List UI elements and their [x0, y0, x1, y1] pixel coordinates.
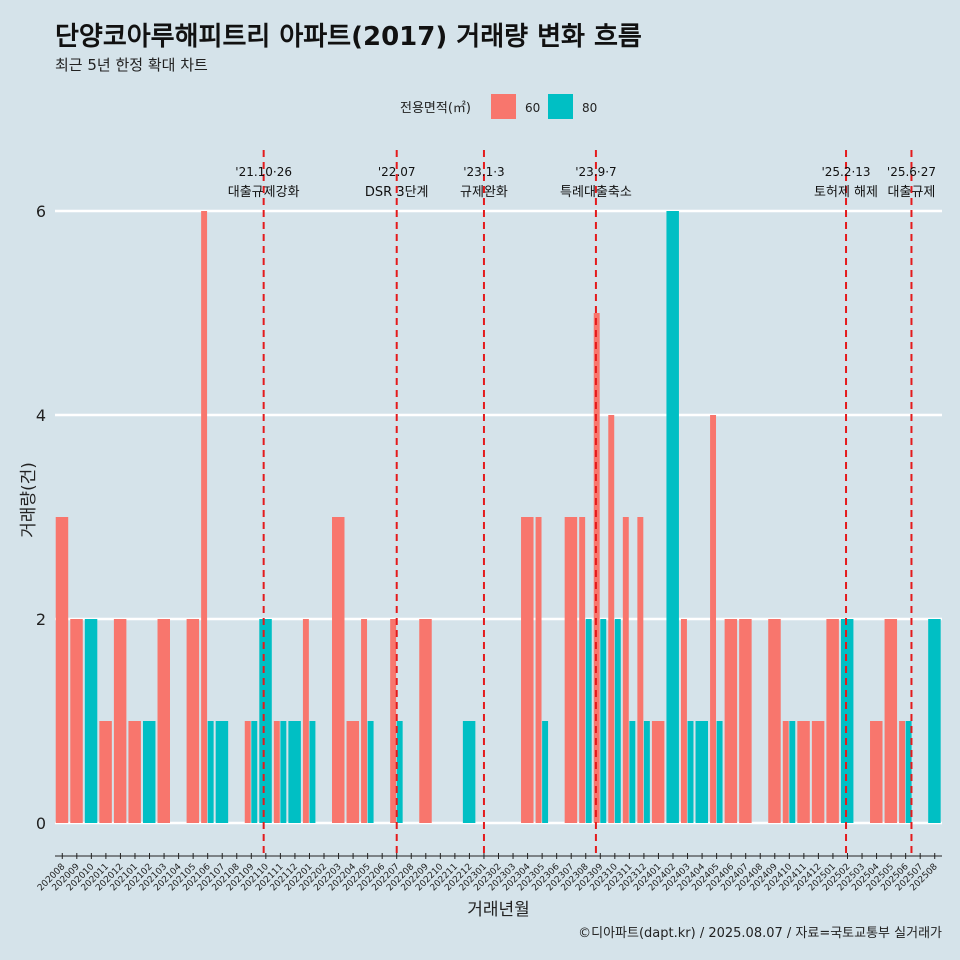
- chart-subtitle: 최근 5년 한정 확대 차트: [55, 56, 208, 74]
- bar-202311-s60: [622, 517, 629, 823]
- bar-202403-s60: [680, 619, 687, 823]
- bar-202106-s60: [201, 211, 208, 823]
- bar-202402-s80: [666, 211, 679, 823]
- bar-202110-s80: [259, 619, 272, 823]
- bar-202506-s60: [899, 721, 906, 823]
- y-tick-label: 4: [36, 406, 46, 425]
- bar-202310-s60: [608, 415, 615, 823]
- y-axis-title: 거래량(건): [19, 462, 39, 538]
- bar-202412-s60: [811, 721, 825, 823]
- legend-swatch-80: [548, 94, 573, 119]
- bar-202305-s80: [542, 721, 549, 823]
- event-date-label: '22.07: [378, 165, 416, 179]
- bar-202405-s80: [716, 721, 723, 823]
- event-name-label: DSR 3단계: [365, 185, 429, 200]
- bar-202109-s60: [244, 721, 251, 823]
- bar-202307-s60: [564, 517, 578, 823]
- bar-202009-s60: [70, 619, 83, 823]
- bar-202309-s60: [593, 313, 600, 823]
- event-date-label: '21.10·26: [235, 165, 292, 179]
- bar-202406-s60: [724, 619, 738, 823]
- bar-202305-s60: [535, 517, 542, 823]
- bar-202409-s60: [768, 619, 781, 823]
- bar-202205-s80: [367, 721, 374, 823]
- bar-202401-s60: [651, 721, 665, 823]
- bar-202205-s60: [361, 619, 368, 823]
- legend-label-80: 80: [582, 101, 597, 115]
- bar-202501-s60: [826, 619, 839, 823]
- chart-title: 단양코아루해피트리 아파트(2017) 거래량 변화 흐름: [55, 22, 642, 52]
- bar-202103-s60: [157, 619, 171, 823]
- event-name-label: 대출규제강화: [228, 185, 300, 200]
- bar-202308-s80: [585, 619, 592, 823]
- bar-202107-s80: [215, 721, 229, 823]
- legend-label-60: 60: [525, 101, 540, 115]
- bar-202310-s80: [614, 619, 621, 823]
- bar-202102-s80: [142, 721, 156, 823]
- bar-202505-s60: [884, 619, 898, 823]
- bar-202201-s80: [309, 721, 316, 823]
- bar-202105-s60: [186, 619, 200, 823]
- bar-202106-s80: [207, 721, 214, 823]
- bar-202312-s80: [643, 721, 650, 823]
- bar-202506-s80: [905, 721, 912, 823]
- bar-202502-s80: [840, 619, 854, 823]
- bar-202112-s80: [288, 721, 301, 823]
- event-name-label: 대출규제: [888, 185, 936, 200]
- event-name-label: 토허제 해제: [814, 185, 878, 200]
- y-tick-label: 6: [36, 202, 46, 221]
- bar-202504-s60: [870, 721, 883, 823]
- bar-202207-s80: [396, 721, 403, 823]
- bar-202209-s60: [419, 619, 432, 823]
- bar-202308-s60: [579, 517, 586, 823]
- x-axis-title: 거래년월: [467, 900, 530, 920]
- bar-202312-s60: [637, 517, 644, 823]
- bar-202203-s60: [332, 517, 345, 823]
- bar-202508-s80: [928, 619, 941, 823]
- legend-swatch-60: [491, 94, 516, 119]
- bar-202010-s80: [84, 619, 98, 823]
- chart-caption: ©디아파트(dapt.kr) / 2025.08.07 / 자료=국토교통부 실…: [578, 926, 942, 941]
- bar-202410-s80: [789, 721, 796, 823]
- bar-202012-s60: [113, 619, 127, 823]
- bar-202411-s60: [797, 721, 810, 823]
- bar-202212-s80: [462, 721, 476, 823]
- bar-202204-s60: [346, 721, 360, 823]
- bar-202309-s80: [600, 619, 607, 823]
- event-name-label: 규제완화: [460, 185, 508, 200]
- bar-202109-s80: [251, 721, 258, 823]
- bar-202304-s60: [521, 517, 534, 823]
- event-date-label: '23.1·3: [463, 165, 504, 179]
- bar-202404-s80: [695, 721, 709, 823]
- bar-202201-s60: [302, 619, 309, 823]
- event-name-label: 특례대출축소: [560, 185, 632, 200]
- bar-202111-s80: [280, 721, 287, 823]
- y-tick-label: 2: [36, 610, 46, 629]
- bar-202407-s60: [739, 619, 752, 823]
- bar-202410-s60: [782, 721, 789, 823]
- event-date-label: '23.9·7: [575, 165, 616, 179]
- event-date-label: '25.2·13: [821, 165, 870, 179]
- bar-202207-s60: [390, 619, 397, 823]
- bar-202311-s80: [629, 721, 636, 823]
- legend-title: 전용면적(㎡): [400, 101, 471, 116]
- bar-202405-s60: [710, 415, 717, 823]
- event-date-label: '25.6·27: [887, 165, 936, 179]
- bar-202403-s80: [687, 721, 694, 823]
- bar-202008-s60: [55, 517, 69, 823]
- bar-202101-s60: [128, 721, 141, 823]
- bar-202111-s60: [273, 721, 280, 823]
- y-tick-label: 0: [36, 814, 46, 833]
- bar-202011-s60: [99, 721, 112, 823]
